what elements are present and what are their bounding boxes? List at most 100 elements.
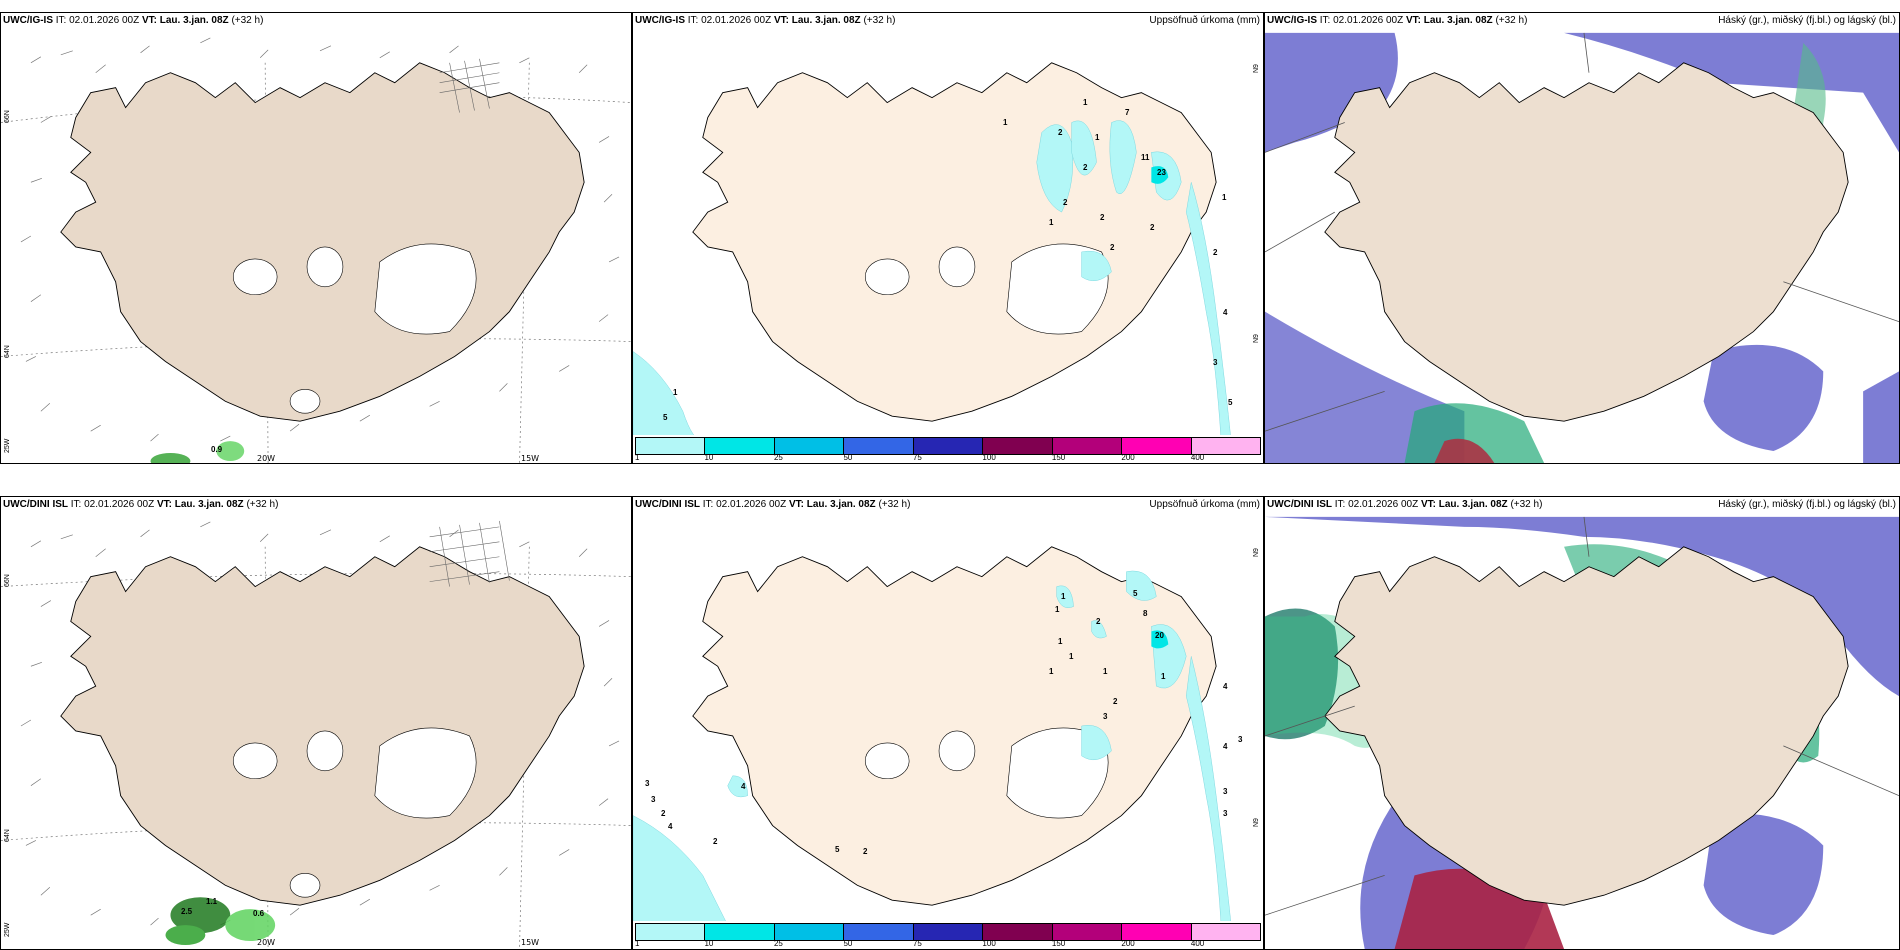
precip-value: 1 (1058, 637, 1063, 646)
vt-label: VT: (1405, 15, 1421, 26)
precip-value: 5 (1133, 589, 1138, 598)
precip-value: 3 (1213, 358, 1218, 367)
colorbar-cell (983, 924, 1053, 940)
precip-value: 4 (668, 822, 673, 831)
colorbar-cell (983, 438, 1053, 454)
colorbar-cell (1052, 438, 1123, 454)
precip-value: 20 (1155, 631, 1164, 640)
valid-time: Lau. 3.jan. 08Z (1423, 15, 1493, 26)
panel-title: UWC/DINI ISL IT: 02.01.2026 00Z VT: Lau.… (1267, 499, 1542, 510)
cloud-map (1265, 516, 1899, 949)
valid-time: Lau. 3.jan. 08Z (806, 499, 876, 510)
iceland-outline (60, 546, 585, 906)
precip-value: 3 (1223, 787, 1228, 796)
colorbar-tick: 1 (635, 939, 640, 948)
colorbar-tick: 100 (982, 939, 996, 948)
precip-value: 3 (1238, 735, 1243, 744)
lat-label-64n: 64N (4, 345, 11, 358)
colorbar-tick: 10 (704, 939, 714, 948)
model-name: UWC/IG-IS (635, 15, 685, 26)
precip-value: 1 (1049, 218, 1054, 227)
lon-label-15w: 15W (521, 938, 540, 947)
lead-time: (+32 h) (1510, 499, 1543, 510)
precip-value: 1 (1061, 592, 1066, 601)
colorbar-cell (774, 438, 845, 454)
colorbar-tick: 25 (773, 453, 783, 462)
panel-title: UWC/DINI ISL IT: 02.01.2026 00Z VT: Lau.… (3, 499, 278, 510)
init-time: IT: 02.01.2026 00Z (1334, 499, 1419, 510)
panel-variable: Háský (gr.), miðský (fj.bl.) og lágský (… (1718, 499, 1896, 510)
precip-value: 2 (1100, 213, 1105, 222)
precip-value: 2 (1063, 198, 1068, 207)
panel-r1-clouds: UWC/IG-IS IT: 02.01.2026 00Z VT: Lau. 3.… (1264, 12, 1900, 464)
cloud-map (1265, 32, 1899, 463)
lead-time: (+32 h) (231, 15, 264, 26)
precip-value: 1 (1055, 605, 1060, 614)
precip-value: 3 (651, 795, 656, 804)
precip-value: 2 (1110, 243, 1115, 252)
lat-label-64n: 64N (4, 829, 11, 842)
precip-value: 4 (1223, 742, 1228, 751)
lat-label: N9 (1253, 818, 1260, 827)
precip-map (633, 546, 1232, 936)
precip-value: 1 (1083, 98, 1088, 107)
precip-value: 0.9 (211, 445, 223, 454)
lat-label: N9 (1253, 334, 1260, 343)
colorbar-tick: 400 (1190, 453, 1205, 462)
colorbar-cell (1052, 924, 1123, 940)
precip-value: 3 (1223, 809, 1228, 818)
colorbar-cell (1191, 924, 1260, 940)
init-time: IT: 02.01.2026 00Z (55, 15, 140, 26)
precip-value: 4 (1223, 682, 1228, 691)
colorbar-tick: 75 (912, 453, 922, 462)
model-name: UWC/DINI ISL (635, 499, 700, 510)
precip-value: 11 (1141, 153, 1150, 162)
model-name: UWC/DINI ISL (3, 499, 68, 510)
precip-value: 1 (1049, 667, 1054, 676)
model-name: UWC/DINI ISL (1267, 499, 1332, 510)
vt-label: VT: (788, 499, 804, 510)
colorbar-tick: 400 (1190, 939, 1205, 948)
valid-time: Lau. 3.jan. 08Z (791, 15, 861, 26)
colorbar-tick: 1 (635, 453, 640, 462)
precip-value: 1 (1069, 652, 1074, 661)
precip-colorbar: 1 10 25 50 75 100 150 200 400 (633, 435, 1263, 463)
lat-label-66n: 66N (4, 110, 11, 123)
precip-value: 4 (1223, 308, 1228, 317)
precip-value: 1 (1003, 118, 1008, 127)
precip-value: 5 (663, 413, 668, 422)
colorbar-cell (1122, 438, 1192, 454)
precip-value: 2 (1083, 163, 1088, 172)
model-name: UWC/IG-IS (3, 15, 53, 26)
colorbar-cell (636, 438, 706, 454)
lead-time: (+32 h) (1495, 15, 1528, 26)
precip-value: 3 (1103, 712, 1108, 721)
lead-time: (+32 h) (246, 499, 279, 510)
colorbar-tick: 150 (1051, 453, 1066, 462)
precip-value: 3 (645, 779, 650, 788)
precip-value: 8 (1143, 609, 1148, 618)
precip-value: 7 (1125, 108, 1130, 117)
precip-map (633, 62, 1232, 442)
vt-label: VT: (1420, 499, 1436, 510)
init-time: IT: 02.01.2026 00Z (687, 15, 772, 26)
precip-value: 5 (1228, 398, 1233, 407)
colorbar-cell (705, 438, 775, 454)
panel-title: UWC/IG-IS IT: 02.01.2026 00Z VT: Lau. 3.… (1267, 15, 1527, 26)
precip-value: 2 (1213, 248, 1218, 257)
precip-value: 2 (863, 847, 868, 856)
lon-label-20w: 20W (257, 454, 276, 463)
init-time: IT: 02.01.2026 00Z (702, 499, 787, 510)
model-name: UWC/IG-IS (1267, 15, 1317, 26)
panel-variable: Uppsöfnuð úrkoma (mm) (1149, 499, 1260, 510)
iceland-outline (1324, 62, 1849, 422)
precip-value: 1 (1095, 133, 1100, 142)
precip-value: 2 (1150, 223, 1155, 232)
colorbar-tick: 50 (843, 453, 853, 462)
colorbar-cell (844, 438, 914, 454)
valid-time: Lau. 3.jan. 08Z (1438, 499, 1508, 510)
precip-value: 2 (1096, 617, 1101, 626)
vt-label: VT: (156, 499, 172, 510)
precip-value: 5 (835, 845, 840, 854)
